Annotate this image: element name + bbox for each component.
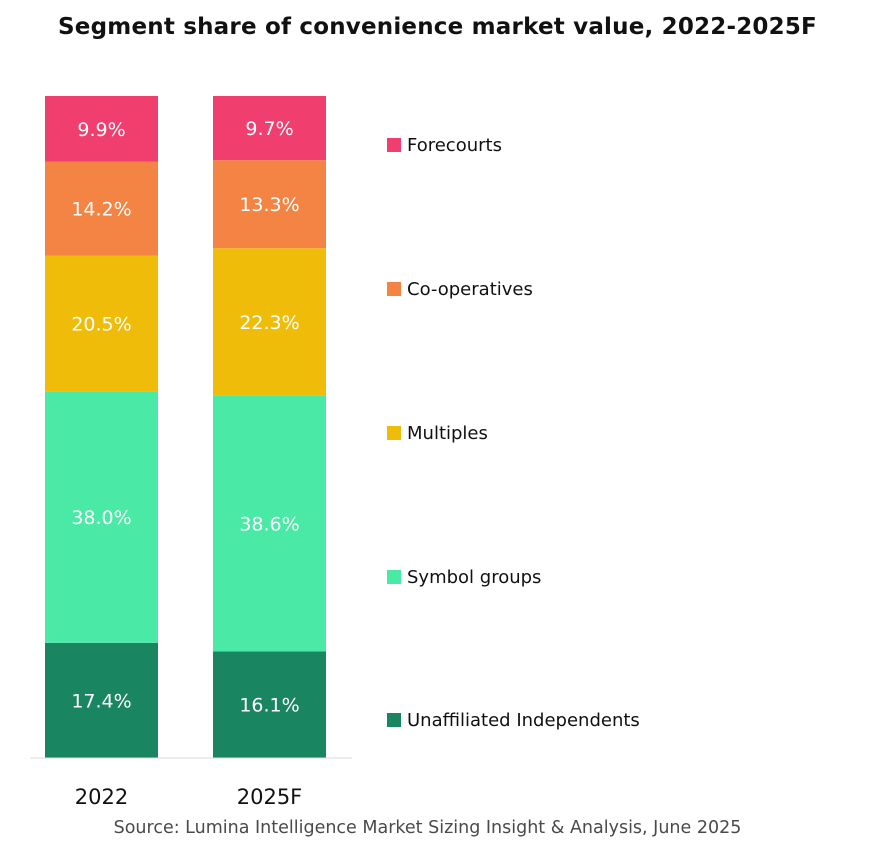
chart-title: Segment share of convenience market valu… [58, 14, 817, 40]
legend-swatch [387, 138, 401, 152]
bar-segment [45, 161, 158, 256]
data-label: 22.3% [239, 312, 299, 334]
legend-swatch [387, 282, 401, 296]
source-note: Source: Lumina Intelligence Market Sizin… [113, 818, 742, 838]
bar-segment [213, 160, 326, 249]
legend-label: Co-operatives [407, 279, 533, 300]
data-label: 38.0% [71, 507, 131, 529]
legend: Forecourts Co-operatives Multiples Symbol g… [387, 135, 640, 731]
data-label: 17.4% [71, 690, 131, 712]
bar-segment [45, 391, 158, 643]
legend-label: Multiples [407, 423, 488, 444]
legend-swatch [387, 713, 401, 727]
legend-swatch [387, 426, 401, 440]
data-label: 16.1% [239, 695, 299, 717]
bar-segment [213, 248, 326, 396]
data-label: 13.3% [239, 194, 299, 216]
legend-label: Unaffiliated Independents [407, 710, 640, 731]
bar-segment [45, 96, 158, 162]
bar-segment [213, 651, 326, 758]
data-label: 9.9% [77, 119, 125, 141]
data-label: 14.2% [71, 199, 131, 221]
bar-segment [45, 642, 158, 758]
legend-label: Symbol groups [407, 567, 541, 588]
bars-group: 17.4% 38.0% 20.5% 14.2% 9.9% 16.1% 38.6% 22.3% 1… [45, 96, 326, 758]
x-tick-label: 2025F [237, 785, 303, 809]
x-tick-labels: 2022 2025F [75, 785, 302, 809]
x-tick-label: 2022 [75, 785, 128, 809]
bar-segment [45, 255, 158, 392]
bar-segment [213, 395, 326, 652]
data-label: 9.7% [245, 118, 293, 140]
legend-swatch [387, 570, 401, 584]
data-label: 38.6% [239, 514, 299, 536]
legend-label: Forecourts [407, 135, 502, 156]
bar-segment [213, 96, 326, 161]
data-label: 20.5% [71, 313, 131, 335]
